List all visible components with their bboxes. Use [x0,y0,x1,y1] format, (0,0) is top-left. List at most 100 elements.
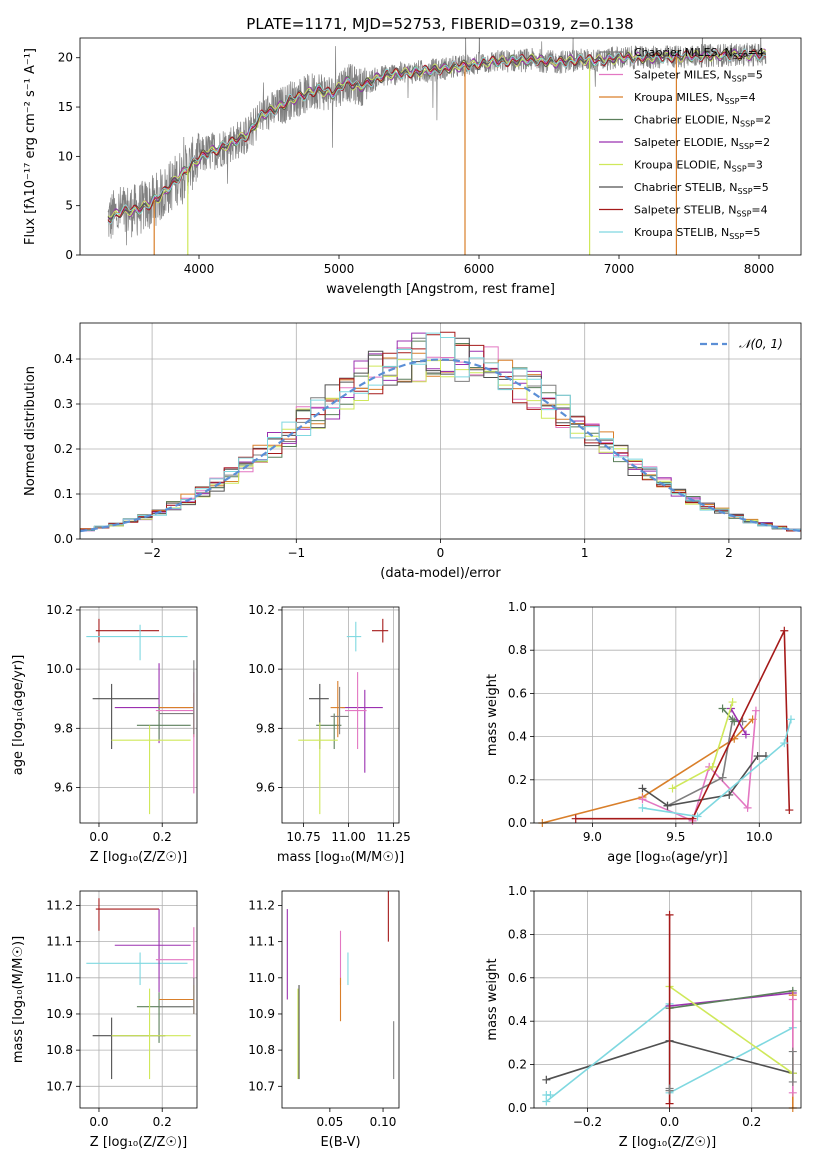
error-bar [298,722,338,815]
legend-entry: Kroupa MILES, NSSP=4 [634,91,756,106]
legend-entry: Salpeter ELODIE, NSSP=2 [634,136,770,151]
y-tick-label: 0.6 [508,971,527,985]
weight-marker [665,1084,674,1093]
weight-marker [725,790,734,799]
error-bar [155,927,195,986]
y-tick-label: 0.2 [54,442,73,456]
y-tick-label: 10.7 [46,1079,73,1093]
x-axis-label: Z [log₁₀(Z/Z☉)] [90,850,187,865]
x-axis-label: (data-model)/error [380,566,501,581]
y-axis-label: mass weight [485,674,500,756]
weight-marker [542,1075,551,1084]
grid [80,323,801,540]
legend-entry: Chabrier ELODIE, NSSP=2 [634,114,771,129]
mass-vs-ebv-panel: 0.05 0.10 10.7 10.8 10.9 11.0 11.1 11.2 E(B-V) [248,890,400,1150]
x-axis-label: E(B-V) [320,1135,360,1150]
legend-entry: Chabrier MILES, NSSP=4 [634,46,764,61]
weight-marker [788,1077,797,1086]
legend: Chabrier MILES, NSSP=4 Salpeter MILES, NS… [599,46,771,241]
x-tick-label: −0.2 [573,1115,602,1129]
error-bar [159,985,195,1014]
weight-line [542,718,754,823]
massweight-vs-age-panel: 9.0 9.5 10.0 0.0 0.2 0.4 0.6 0.8 1.0 age [log₁₀(a… [485,600,802,865]
error-bar [111,988,191,1080]
weight-line [730,708,747,735]
y-tick-label: 9.6 [256,780,275,794]
age-vs-mass-panel: 10.75 11.00 11.25 9.6 9.8 10.0 10.2 mass [log₁₀… [248,603,410,865]
weight-marker [693,812,702,821]
error-bar [345,672,367,750]
x-axis-label: Z [log₁₀(Z/Z☉)] [90,1135,187,1150]
y-tick-label: 0 [65,248,73,262]
error-bar [95,618,160,643]
error-bar [341,689,383,773]
y-tick-label: 0.2 [508,773,527,787]
weight-line [642,719,792,818]
weight-marker [780,739,789,748]
x-tick-label: 7000 [604,262,635,276]
axes-frame [79,322,802,540]
x-tick-label: 6000 [464,262,495,276]
axes-frame [533,890,802,1109]
residuals-panel: −2 −1 0 1 2 0.0 0.1 0.2 0.3 0.4 (data-model)/error… [23,322,802,581]
weight-marker [718,704,727,713]
weight-marker [665,1099,674,1108]
y-tick-label: 0.8 [508,927,527,941]
x-tick-label: 10.0 [746,830,773,844]
weight-marker [571,814,580,823]
weight-marker [753,752,762,761]
y-tick-label: 0.1 [54,487,73,501]
x-tick-label: 0.10 [370,1115,397,1129]
y-tick-label: 10 [58,149,73,163]
y-axis-label: mass weight [485,958,500,1040]
error-bar [159,660,195,735]
weight-marker [788,995,797,1004]
weight-marker [668,784,677,793]
x-tick-label: 8000 [744,262,775,276]
weight-line [669,985,794,1074]
error-bar [95,898,160,931]
error-bar [159,977,195,1014]
figure-title: PLATE=1171, MJD=52753, FIBERID=0319, z=0… [246,15,633,33]
weight-marker [708,762,717,771]
error-bar [92,683,160,750]
weight-marker [780,626,789,635]
model-spectrum [107,48,767,220]
x-tick-label: 10.75 [286,830,320,844]
error-bar [111,725,191,815]
x-tick-label: −1 [287,546,305,560]
x-tick-label: 0.0 [89,1115,108,1129]
x-tick-label: 2 [725,546,733,560]
weight-line [575,630,791,820]
error-bar [155,672,195,794]
error-bar [159,692,195,738]
x-tick-label: 0.05 [317,1115,344,1129]
y-tick-label: 0.4 [54,352,73,366]
legend-entry: Salpeter MILES, NSSP=5 [634,69,763,84]
y-tick-label: 10.0 [46,662,73,676]
x-tick-label: 0 [437,546,445,560]
y-tick-label: 0.3 [54,397,73,411]
y-tick-label: 10.8 [46,1043,73,1057]
y-tick-label: 10.9 [248,1007,275,1021]
error-bar [316,713,342,750]
weight-marker [786,715,795,724]
axes-frame [79,37,802,256]
weight-marker [546,1090,555,1099]
y-tick-label: 10.7 [248,1079,275,1093]
legend-entry: Chabrier STELIB, NSSP=5 [634,181,769,196]
x-tick-label: 0.2 [153,830,172,844]
weight-marker [788,1088,797,1097]
error-bar [346,621,362,652]
grid [80,607,197,823]
x-axis-label: Z [log₁₀(Z/Z☉)] [619,1135,716,1150]
error-bar [86,952,188,986]
weight-marker [665,910,674,919]
y-tick-label: 9.6 [54,780,73,794]
weight-marker [638,795,647,804]
error-bar [86,624,188,661]
y-tick-label: 0.6 [508,686,527,700]
error-bar [114,909,191,993]
y-tick-label: 1.0 [508,884,527,898]
x-tick-label: 1 [581,546,589,560]
